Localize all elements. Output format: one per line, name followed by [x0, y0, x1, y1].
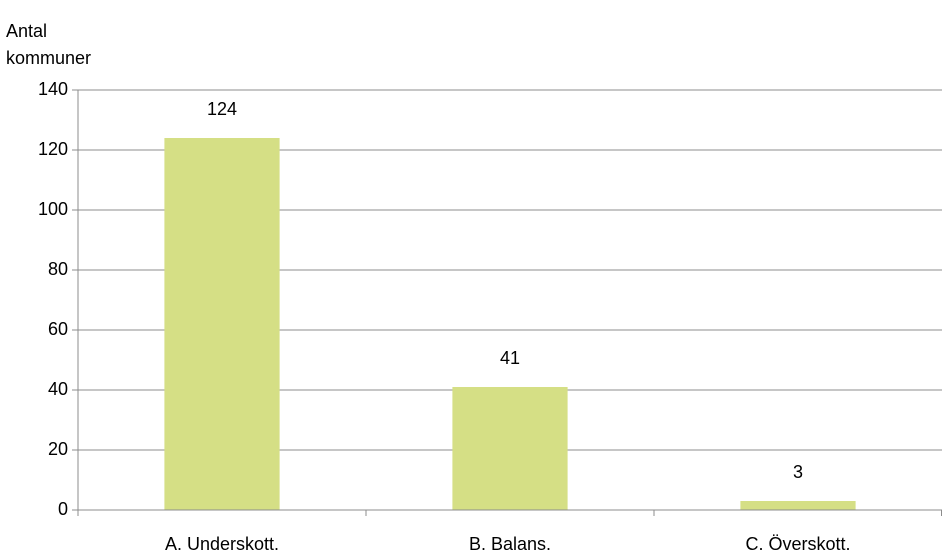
bar: [740, 501, 856, 510]
y-tick-label: 40: [48, 379, 68, 399]
y-tick-label: 120: [38, 139, 68, 159]
y-tick-label: 60: [48, 319, 68, 339]
y-axis-label: Antal kommuner: [6, 21, 92, 68]
y-tick-label: 80: [48, 259, 68, 279]
y-tick-label: 100: [38, 199, 68, 219]
y-tick-label: 0: [58, 499, 68, 519]
y-tick-label: 140: [38, 79, 68, 99]
value-label: 3: [793, 462, 803, 482]
y-tick-label: 20: [48, 439, 68, 459]
value-label: 41: [500, 348, 520, 368]
x-tick-label: C. Överskott.: [745, 534, 850, 554]
value-label: 124: [207, 99, 237, 119]
x-tick-label: B. Balans.: [469, 534, 551, 554]
bar: [164, 138, 280, 510]
x-tick-label: A. Underskott.: [165, 534, 279, 554]
bar: [452, 387, 568, 510]
